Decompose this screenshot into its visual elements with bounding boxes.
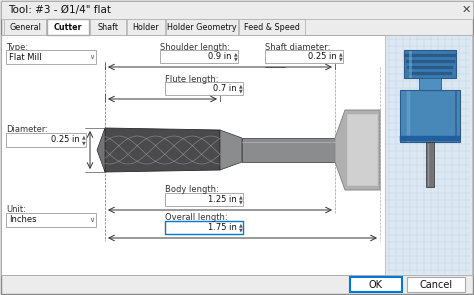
- Bar: [404, 54, 456, 57]
- Text: Shoulder length:: Shoulder length:: [160, 42, 230, 52]
- Bar: [6, 50, 96, 64]
- Bar: [400, 90, 460, 142]
- Bar: [166, 19, 238, 35]
- Bar: [127, 19, 165, 35]
- Bar: [242, 138, 335, 162]
- Bar: [426, 142, 434, 187]
- Text: Cancel: Cancel: [419, 279, 453, 289]
- Text: ▲: ▲: [82, 135, 86, 140]
- Text: ▼: ▼: [239, 200, 243, 205]
- Bar: [406, 60, 455, 63]
- Bar: [6, 133, 86, 147]
- Text: ▲: ▲: [239, 222, 243, 227]
- Bar: [1, 1, 473, 19]
- Bar: [47, 19, 89, 35]
- Text: 0.9 in: 0.9 in: [209, 52, 232, 61]
- Text: Diameter:: Diameter:: [6, 125, 48, 135]
- Text: ∨: ∨: [90, 217, 94, 223]
- Bar: [347, 114, 378, 186]
- Text: ▼: ▼: [239, 228, 243, 233]
- Text: 0.25 in: 0.25 in: [308, 52, 337, 61]
- Bar: [407, 66, 453, 69]
- Bar: [404, 50, 456, 78]
- Text: Flat Mill: Flat Mill: [9, 53, 42, 61]
- Text: Shaft diameter:: Shaft diameter:: [265, 42, 330, 52]
- Bar: [6, 213, 96, 227]
- Text: ▼: ▼: [82, 141, 86, 145]
- Bar: [160, 50, 238, 63]
- Text: Cutter: Cutter: [54, 22, 82, 32]
- Bar: [419, 78, 441, 90]
- Text: Type:: Type:: [6, 42, 28, 52]
- Text: Shaft: Shaft: [98, 22, 118, 32]
- Text: ▲: ▲: [239, 194, 243, 199]
- Text: ▲: ▲: [239, 83, 243, 88]
- Bar: [1, 35, 473, 275]
- Text: OK: OK: [369, 279, 383, 289]
- Text: 0.7 in: 0.7 in: [213, 84, 237, 93]
- Bar: [385, 35, 472, 275]
- Text: ▼: ▼: [339, 57, 343, 62]
- Text: ∨: ∨: [90, 54, 94, 60]
- Bar: [265, 50, 343, 63]
- Bar: [350, 277, 402, 292]
- Bar: [400, 136, 460, 141]
- Polygon shape: [97, 128, 105, 172]
- Text: ▲: ▲: [339, 51, 343, 56]
- Text: General: General: [9, 22, 41, 32]
- Bar: [409, 72, 452, 75]
- Text: ▼: ▼: [234, 57, 238, 62]
- Text: ▼: ▼: [239, 89, 243, 94]
- Text: Tool: #3 - Ø1/4" flat: Tool: #3 - Ø1/4" flat: [8, 5, 111, 15]
- Bar: [165, 82, 243, 95]
- Bar: [165, 221, 243, 234]
- Text: 1.25 in: 1.25 in: [208, 195, 237, 204]
- Text: ✕: ✕: [461, 5, 471, 15]
- Text: Inches: Inches: [9, 216, 36, 224]
- Text: ▲: ▲: [234, 51, 238, 56]
- Text: Body length:: Body length:: [165, 186, 219, 194]
- Polygon shape: [105, 128, 220, 172]
- Text: Feed & Speed: Feed & Speed: [244, 22, 300, 32]
- Text: 1.75 in: 1.75 in: [208, 223, 237, 232]
- Polygon shape: [220, 130, 242, 170]
- Bar: [4, 19, 46, 35]
- Polygon shape: [335, 110, 380, 190]
- Bar: [90, 19, 126, 35]
- Text: 0.25 in: 0.25 in: [51, 135, 80, 145]
- Text: Holder: Holder: [133, 22, 159, 32]
- Text: Unit:: Unit:: [6, 206, 26, 214]
- Text: Flute length:: Flute length:: [165, 75, 219, 83]
- Text: Overall length:: Overall length:: [165, 214, 228, 222]
- Bar: [239, 19, 305, 35]
- Text: Holder Geometry: Holder Geometry: [167, 22, 237, 32]
- Bar: [407, 277, 465, 292]
- Bar: [165, 193, 243, 206]
